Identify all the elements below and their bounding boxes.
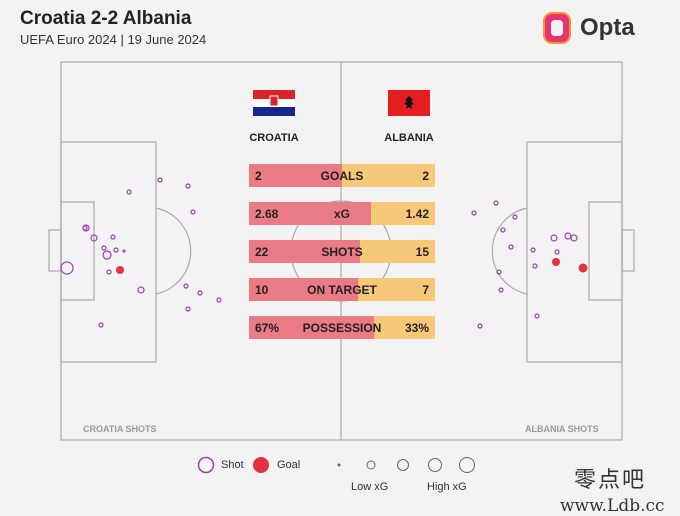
legend-shot-icon: [197, 456, 215, 474]
shot-marker: [90, 234, 98, 242]
away-stat-value: 2: [422, 169, 429, 183]
shot-marker: [500, 227, 506, 233]
home-team-label: CROATIA: [249, 132, 299, 144]
home-shots-label: CROATIA SHOTS: [83, 424, 157, 434]
away-stat-value: 7: [422, 283, 429, 297]
stat-label: GOALS: [320, 169, 364, 183]
shot-marker: [137, 286, 145, 294]
stat-label: POSSESSION: [302, 321, 382, 335]
home-stat-value: 67%: [255, 321, 280, 335]
shot-marker: [113, 247, 119, 253]
shot-marker: [550, 234, 558, 242]
opta-logo-icon: [543, 12, 571, 44]
stat-row: 10 ON TARGET 7: [249, 278, 435, 301]
shot-marker: [98, 322, 104, 328]
shot-marker: [216, 297, 222, 303]
shot-marker: [512, 214, 518, 220]
stat-row: 22 SHOTS 15: [249, 240, 435, 263]
stat-row: 2 GOALS 2: [249, 164, 435, 187]
shot-marker: [197, 290, 203, 296]
stat-row: 2.68 xG 1.42: [249, 202, 435, 225]
shot-marker: [471, 210, 477, 216]
watermark: 零点吧 www.Ldb.cc: [560, 462, 665, 516]
shot-marker: [564, 232, 572, 240]
shot-marker: [498, 287, 504, 293]
away-stat-bar: [360, 240, 435, 263]
shot-marker: [532, 263, 538, 269]
home-stat-bar: [249, 240, 360, 263]
shot-marker: [126, 189, 132, 195]
legend-low-xg-label: Low xG: [351, 481, 389, 493]
away-stat-value: 33%: [404, 321, 429, 335]
shot-marker: [82, 225, 88, 231]
shot-marker: [102, 250, 112, 260]
shot-marker: [508, 244, 514, 250]
legend-goal-label: Goal: [277, 459, 301, 471]
xg-size-scale-icon: [337, 457, 475, 473]
away-stat-value: 15: [415, 245, 429, 259]
shot-marker: [101, 245, 107, 251]
shot-marker: [493, 200, 499, 206]
shot-marker: [496, 269, 502, 275]
stat-label: SHOTS: [321, 245, 363, 259]
shot-marker: [110, 234, 116, 240]
watermark-line1: 零点吧: [574, 468, 647, 493]
stat-row: 67% POSSESSION 33%: [249, 316, 435, 339]
home-stat-value: 10: [255, 283, 269, 297]
home-stat-bar: [249, 278, 358, 301]
page-title: Croatia 2-2 Albania: [20, 8, 192, 29]
logo-text: Opta: [580, 14, 635, 41]
shot-marker: [190, 209, 196, 215]
legend-shot-label: Shot: [221, 459, 244, 471]
shot-marker: [157, 177, 163, 183]
shot-marker: [183, 283, 189, 289]
home-stat-value: 22: [255, 245, 269, 259]
away-team-label: ALBANIA: [384, 132, 434, 144]
home-stat-bar: [249, 316, 374, 339]
goal-marker: [116, 266, 124, 274]
stat-label: ON TARGET: [307, 283, 377, 297]
home-stat-value: 2: [255, 169, 262, 183]
shot-marker: [534, 313, 540, 319]
home-stat-value: 2.68: [255, 207, 279, 221]
away-stat-bar: [342, 164, 435, 187]
away-stat-bar: [371, 202, 435, 225]
away-stat-bar: [358, 278, 435, 301]
stat-label: xG: [333, 207, 350, 221]
page-subtitle: UEFA Euro 2024 | 19 June 2024: [20, 32, 207, 47]
home-stat-bar: [249, 164, 342, 187]
shot-marker: [60, 261, 74, 275]
shot-marker: [185, 306, 191, 312]
shot-marker: [554, 249, 560, 255]
away-shots-label: ALBANIA SHOTS: [525, 424, 599, 434]
home-stat-bar: [249, 202, 371, 225]
shot-marker: [122, 249, 126, 253]
goal-marker: [578, 263, 588, 273]
croatia-flag-icon: [253, 90, 295, 116]
shot-marker: [530, 247, 536, 253]
away-stat-bar: [374, 316, 435, 339]
shot-marker: [106, 269, 112, 275]
shot-marker: [477, 323, 483, 329]
shot-marker: [185, 183, 191, 189]
away-stat-value: 1.42: [405, 207, 429, 221]
shot-marker: [570, 234, 578, 242]
goal-marker: [552, 258, 560, 266]
watermark-line2: www.Ldb.cc: [560, 496, 665, 516]
legend-goal-icon: [253, 457, 269, 473]
albania-flag-icon: [388, 90, 430, 116]
legend-high-xg-label: High xG: [427, 481, 467, 493]
